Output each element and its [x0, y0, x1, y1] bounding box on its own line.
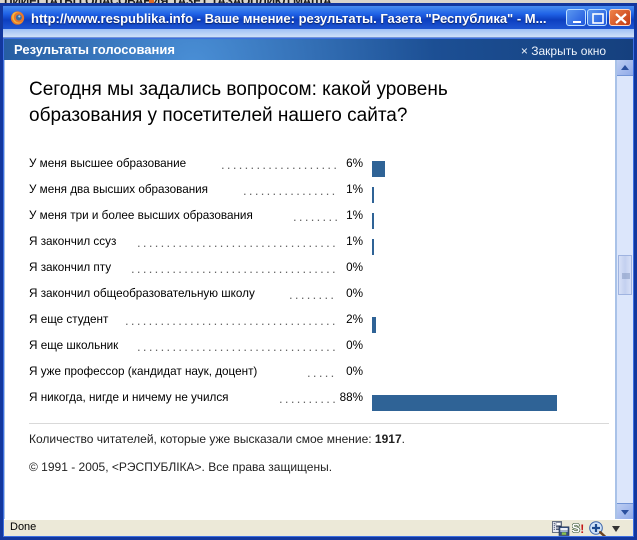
svg-text:S: S: [572, 521, 581, 535]
svg-text:!: !: [580, 522, 584, 535]
